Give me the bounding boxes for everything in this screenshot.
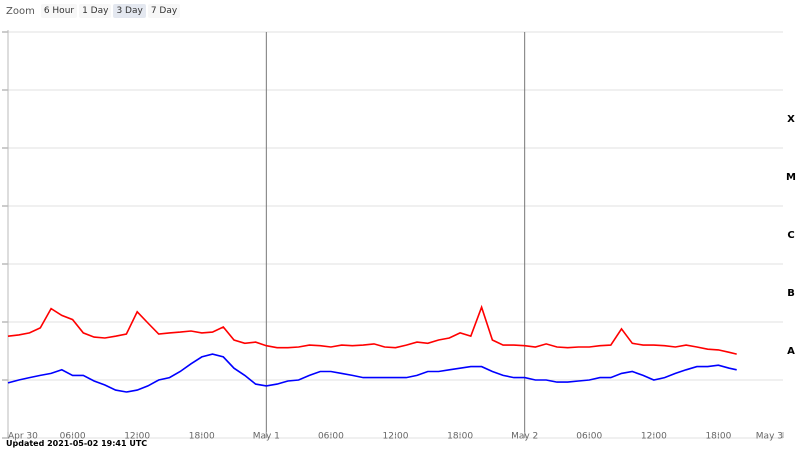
x-tick-label: 18:00: [189, 432, 215, 442]
zoom-button[interactable]: 3 Day: [113, 4, 146, 18]
x-tick-label: 06:00: [576, 432, 602, 442]
class-label: B: [787, 288, 795, 299]
x-tick-label: 18:00: [705, 432, 731, 442]
x-tick-label: May 1: [253, 432, 280, 442]
class-label: M: [786, 172, 796, 183]
zoom-button[interactable]: 6 Hour: [40, 4, 78, 18]
zoom-bar: Zoom 6 Hour 1 Day 3 Day 7 Day: [6, 4, 181, 18]
x-tick-label: 18:00: [447, 432, 473, 442]
x-tick-label: 06:00: [318, 432, 344, 442]
x-tick-label: May 2: [511, 432, 538, 442]
x-tick-label: May 3: [756, 432, 783, 442]
class-label: X: [787, 114, 795, 125]
zoom-button[interactable]: 1 Day: [79, 4, 112, 18]
x-tick-label: 12:00: [383, 432, 409, 442]
class-label: A: [787, 346, 795, 357]
x-tick-label: 06:00: [60, 432, 86, 442]
flux-line: [7, 353, 737, 393]
x-tick-label: Apr 30: [8, 432, 38, 442]
zoom-button[interactable]: 7 Day: [147, 4, 181, 18]
class-label: C: [787, 230, 794, 241]
zoom-label: Zoom: [6, 5, 35, 17]
flux-line: [7, 304, 737, 355]
x-tick-label: 12:00: [641, 432, 667, 442]
updated-footer: Updated 2021-05-02 19:41 UTC: [6, 439, 148, 448]
x-tick-label: 12:00: [124, 432, 150, 442]
